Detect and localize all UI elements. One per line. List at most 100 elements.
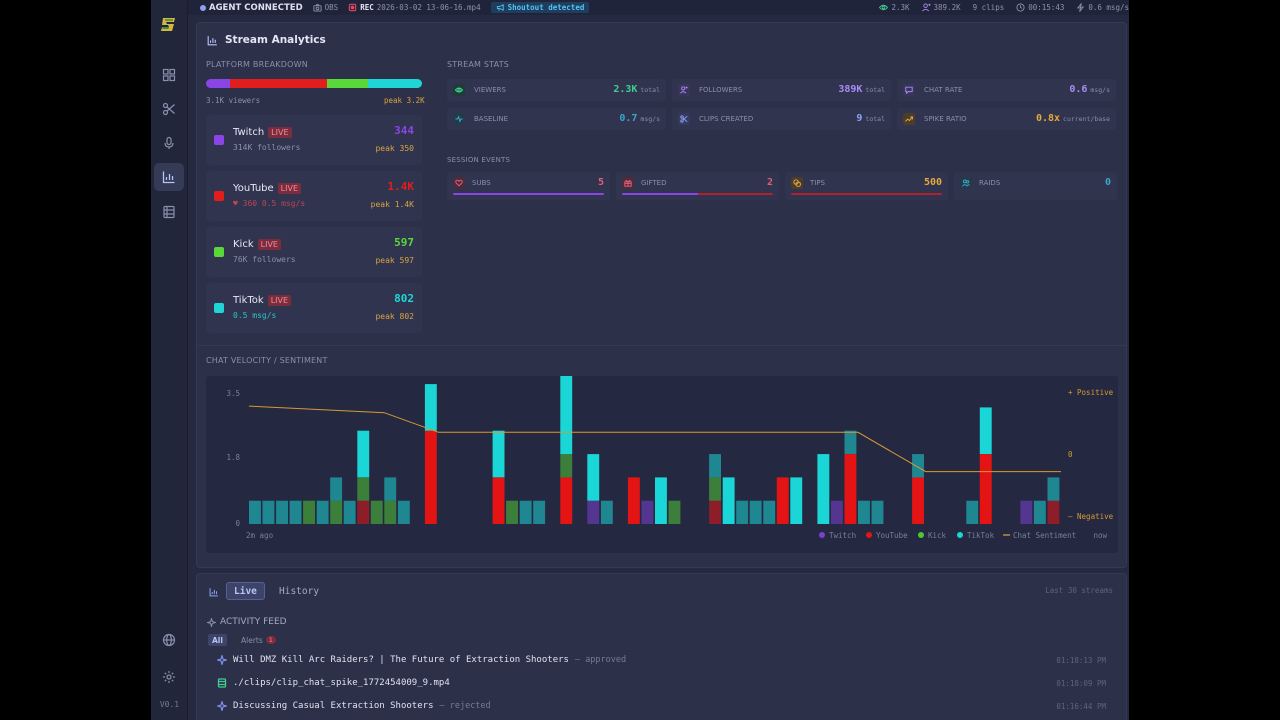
platform-name: Kick LIVE — [233, 239, 281, 250]
platform-card-twitch[interactable]: Twitch LIVE 314K followers 344 peak 350 — [206, 115, 422, 165]
legend-swatch — [918, 532, 924, 538]
nav-settings[interactable] — [154, 663, 184, 691]
bar-youtube — [979, 454, 992, 524]
viewers-count: 2.3K — [891, 3, 910, 12]
sparkle-icon — [217, 655, 227, 665]
filter-all[interactable]: All — [208, 634, 227, 646]
stat-label: BASELINE — [474, 115, 509, 123]
bottom-panel: Live History Last 30 streams ACTIVITY FE… — [196, 573, 1127, 720]
bar-tiktok — [384, 477, 397, 501]
analytics-icon — [207, 35, 217, 45]
event-icon-wrap — [791, 177, 803, 189]
bar-kick — [330, 500, 343, 524]
tab-live[interactable]: Live — [226, 582, 265, 600]
stream-stats-label: STREAM STATS — [447, 60, 510, 69]
bar-tiktok — [519, 500, 532, 524]
platform-viewers: 1.4K — [387, 180, 415, 193]
chat-rate-value: 0.6 msg/s — [1088, 3, 1129, 12]
stat-label: CHAT RATE — [924, 86, 963, 94]
share-segment-twitch — [206, 79, 230, 88]
platform-subtext: 0.5 msg/s — [233, 311, 277, 320]
bar-twitch — [641, 500, 654, 524]
tab-history[interactable]: History — [279, 585, 320, 597]
stat-unit: msg/s — [1090, 86, 1110, 94]
platform-swatch — [214, 191, 224, 201]
stat-card-viewers: VIEWERS 2.3K total — [447, 79, 666, 101]
event-bar-segment — [697, 193, 773, 195]
pulse-icon — [455, 115, 463, 123]
event-value: 2 — [766, 177, 773, 188]
platform-name: TikTok LIVE — [233, 295, 292, 306]
feed-item[interactable]: Discussing Casual Extraction Shooters — … — [217, 699, 1106, 713]
coins-icon — [793, 179, 801, 187]
chat-velocity-chart: 3.5 1.8 0 + Positive 0 — Negative 2m ago now Twi… — [206, 376, 1118, 553]
feed-item[interactable]: Will DMZ Kill Arc Raiders? | The Future … — [217, 653, 1106, 667]
nav-clips[interactable] — [154, 95, 184, 123]
stat-label: CLIPS CREATED — [699, 115, 754, 123]
bar-tiktok — [262, 500, 275, 524]
status-bar: AGENT CONNECTED OBS REC 2026-03-02 13-06… — [188, 0, 1129, 15]
trend-icon — [905, 116, 913, 122]
stat-value-number: 389K — [838, 84, 863, 95]
nav-media[interactable] — [154, 198, 184, 226]
feed-icon-wrap — [217, 655, 227, 665]
filter-alerts-label: Alerts — [241, 635, 263, 645]
total-peak: peak 3.2K — [384, 96, 425, 105]
platform-card-kick[interactable]: Kick LIVE 76K followers 597 peak 597 — [206, 227, 422, 277]
stat-value: 9 total — [856, 113, 885, 124]
platform-peak: peak 350 — [375, 144, 414, 153]
stat-value-number: 0.8x — [1035, 113, 1061, 124]
nav-dashboard[interactable] — [154, 61, 184, 89]
scissors-icon — [162, 102, 175, 116]
event-value: 5 — [597, 177, 604, 188]
bar-youtube — [560, 477, 573, 524]
bar-tiktok — [979, 407, 992, 454]
nav-audio[interactable] — [154, 129, 184, 157]
stat-unit: current/base — [1063, 115, 1110, 123]
bar-tiktok — [492, 430, 505, 478]
bar-kick — [560, 454, 573, 478]
film-icon — [217, 678, 227, 688]
nav-web[interactable] — [154, 626, 184, 654]
filter-alerts[interactable]: Alerts 1 — [237, 634, 280, 646]
bar-tiktok — [397, 500, 410, 524]
feed-status: — rejected — [439, 701, 491, 711]
nav-analytics[interactable] — [154, 163, 184, 191]
feed-item[interactable]: ./clips/clip_chat_spike_1772454009_9.mp4… — [217, 676, 1106, 690]
sparkle-icon — [207, 617, 216, 627]
film-icon — [163, 205, 175, 219]
bar-tiktok — [912, 454, 924, 478]
bar-youtube — [776, 477, 789, 524]
sidebar: V0.1 — [151, 0, 188, 720]
analytics-icon — [209, 588, 218, 597]
activity-feed-title-text: ACTIVITY FEED — [220, 617, 287, 627]
stat-card-followers: FOLLOWERS 389K total — [672, 79, 891, 101]
bar-tiktok — [722, 477, 735, 524]
bar-kick — [303, 500, 315, 524]
app-window: V0.1 AGENT CONNECTED OBS REC 2026-03-02 … — [151, 0, 1129, 720]
stat-value: 0.6 msg/s — [1069, 84, 1110, 95]
event-label: SUBS — [472, 179, 491, 187]
shoutout-alert[interactable]: Shoutout detected — [490, 2, 590, 13]
stat-card-chat-rate: CHAT RATE 0.6 msg/s — [897, 79, 1116, 101]
platform-viewers: 597 — [394, 236, 414, 249]
stat-icon-wrap — [678, 113, 690, 125]
app-logo[interactable] — [159, 14, 179, 34]
bar-kick — [384, 500, 397, 524]
platform-peak: peak 597 — [375, 256, 414, 265]
event-icon-wrap — [960, 177, 972, 189]
event-bar-segment — [791, 193, 942, 195]
users-icon — [680, 86, 688, 94]
platform-card-youtube[interactable]: YouTube LIVE ♥ 360 0.5 msg/s 1.4K peak 1.… — [206, 171, 422, 221]
stat-card-baseline: BASELINE 0.7 msg/s — [447, 108, 666, 130]
feed-time: 01:16:44 PM — [1056, 701, 1106, 711]
event-bar — [622, 193, 773, 195]
legend-swatch — [819, 532, 825, 538]
legend-label: Chat Sentiment — [1013, 531, 1076, 540]
platform-card-tiktok[interactable]: TikTok LIVE 0.5 msg/s 802 peak 802 — [206, 283, 422, 333]
live-badge: LIVE — [267, 295, 292, 306]
history-note: Last 30 streams — [1045, 586, 1113, 595]
app-version: V0.1 — [159, 700, 180, 709]
event-bar-segment — [453, 193, 604, 195]
feed-status: — approved — [574, 655, 627, 665]
